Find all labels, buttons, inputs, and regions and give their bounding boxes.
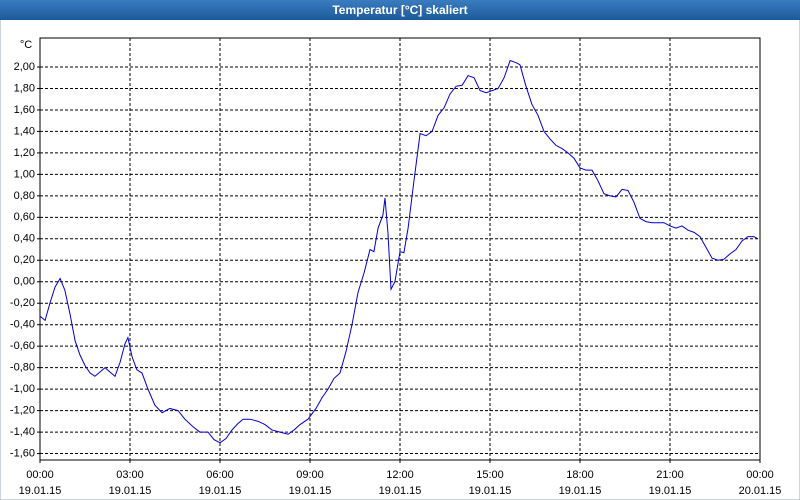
x-tick-date: 19.01.15 — [469, 485, 512, 497]
y-tick-label: -0,40 — [10, 319, 35, 331]
y-tick-label: 1,40 — [14, 125, 35, 137]
y-tick-label: -1,20 — [10, 405, 35, 417]
y-tick-label: 1,60 — [14, 104, 35, 116]
x-tick-date: 19.01.15 — [379, 485, 422, 497]
y-tick-label: 0,80 — [14, 190, 35, 202]
y-tick-label: 0,00 — [14, 276, 35, 288]
x-tick-date: 19.01.15 — [19, 485, 62, 497]
x-tick-date: 19.01.15 — [199, 485, 242, 497]
x-tick-date: 20.01.15 — [739, 485, 782, 497]
x-tick-date: 19.01.15 — [289, 485, 332, 497]
y-tick-label: 2,00 — [14, 61, 35, 73]
y-tick-label: 1,80 — [14, 82, 35, 94]
title-bar — [0, 0, 800, 20]
x-tick-date: 19.01.15 — [649, 485, 692, 497]
x-tick-label: 18:00 — [566, 469, 594, 481]
y-tick-label: -1,00 — [10, 383, 35, 395]
x-tick-label: 09:00 — [296, 469, 324, 481]
y-tick-label: 0,20 — [14, 254, 35, 266]
y-tick-label: -1,40 — [10, 426, 35, 438]
y-tick-label: 0,40 — [14, 233, 35, 245]
y-tick-label: 1,00 — [14, 168, 35, 180]
x-tick-label: 00:00 — [746, 469, 774, 481]
x-tick-date: 19.01.15 — [559, 485, 602, 497]
y-tick-label: -0,60 — [10, 340, 35, 352]
x-tick-label: 06:00 — [206, 469, 234, 481]
y-tick-label: -0,20 — [10, 297, 35, 309]
x-tick-label: 03:00 — [116, 469, 144, 481]
x-tick-label: 15:00 — [476, 469, 504, 481]
chart-title: Temperatur [°C] skaliert — [332, 3, 467, 17]
x-tick-label: 21:00 — [656, 469, 684, 481]
y-tick-label: 1,20 — [14, 147, 35, 159]
x-tick-label: 12:00 — [386, 469, 414, 481]
y-tick-label: 0,60 — [14, 211, 35, 223]
temperature-line — [39, 59, 759, 444]
x-tick-label: 00:00 — [26, 469, 54, 481]
y-unit: °C — [20, 39, 32, 51]
y-tick-label: -0,80 — [10, 362, 35, 374]
y-tick-label: -1,60 — [10, 447, 35, 459]
x-tick-date: 19.01.15 — [109, 485, 152, 497]
